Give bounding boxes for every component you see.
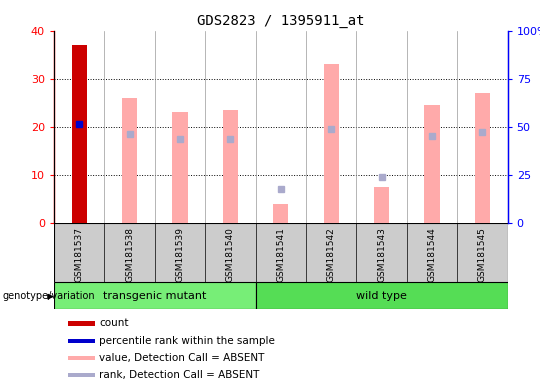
Text: GSM181539: GSM181539 <box>176 227 185 283</box>
Bar <box>424 105 440 223</box>
Text: rank, Detection Call = ABSENT: rank, Detection Call = ABSENT <box>99 370 260 380</box>
Text: wild type: wild type <box>356 291 407 301</box>
Text: GSM181542: GSM181542 <box>327 227 336 282</box>
Bar <box>273 204 288 223</box>
Bar <box>255 282 508 309</box>
Bar <box>374 187 389 223</box>
Bar <box>68 356 95 360</box>
Bar <box>122 98 137 223</box>
Text: transgenic mutant: transgenic mutant <box>103 291 206 301</box>
Text: GSM181537: GSM181537 <box>75 227 84 283</box>
Text: percentile rank within the sample: percentile rank within the sample <box>99 336 275 346</box>
Bar <box>68 321 95 326</box>
Text: count: count <box>99 318 129 328</box>
Text: GSM181544: GSM181544 <box>428 227 436 282</box>
Text: value, Detection Call = ABSENT: value, Detection Call = ABSENT <box>99 353 265 363</box>
Text: GSM181538: GSM181538 <box>125 227 134 283</box>
Bar <box>172 112 187 223</box>
Text: GSM181540: GSM181540 <box>226 227 235 282</box>
Text: genotype/variation: genotype/variation <box>3 291 96 301</box>
Bar <box>68 339 95 343</box>
Text: GSM181545: GSM181545 <box>478 227 487 282</box>
Bar <box>223 110 238 223</box>
Text: GSM181543: GSM181543 <box>377 227 386 282</box>
Bar <box>475 93 490 223</box>
Bar <box>54 282 255 309</box>
Bar <box>72 45 87 223</box>
Bar <box>323 64 339 223</box>
Text: GSM181541: GSM181541 <box>276 227 285 282</box>
Title: GDS2823 / 1395911_at: GDS2823 / 1395911_at <box>197 14 364 28</box>
Bar <box>68 373 95 377</box>
